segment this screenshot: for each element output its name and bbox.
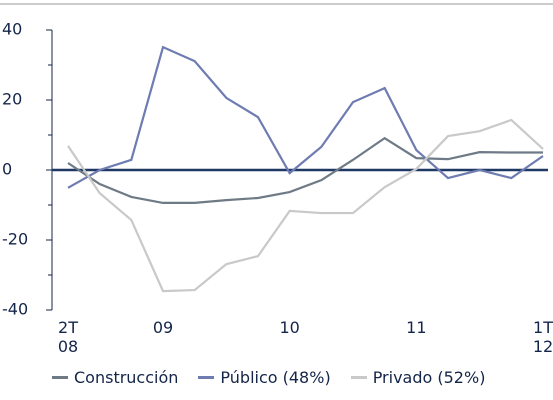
y-tick-label: 40: [2, 20, 22, 39]
y-tick-label: -20: [2, 230, 28, 249]
y-tick-label: 20: [2, 90, 22, 109]
y-tick-label: 0: [2, 160, 12, 179]
x-tick-label: 10: [279, 318, 300, 337]
legend-label: Público (48%): [220, 368, 331, 387]
legend-label: Construcción: [74, 368, 179, 387]
legend-item: Público (48%): [198, 368, 331, 387]
legend: Construcción Público (48%) Privado (52%): [52, 368, 485, 387]
x-tick-label: 11: [406, 318, 427, 337]
legend-swatch: [198, 376, 215, 379]
x-tick-label: 2T 08: [57, 318, 79, 356]
legend-swatch: [350, 376, 367, 379]
y-tick-label: -40: [2, 300, 28, 319]
legend-label: Privado (52%): [372, 368, 486, 387]
legend-swatch: [52, 376, 68, 379]
series-line: [67, 136, 543, 204]
legend-item: Construcción: [52, 368, 178, 387]
legend-item: Privado (52%): [350, 368, 486, 387]
x-tick-label: 09: [152, 318, 174, 337]
series-line: [67, 45, 544, 189]
x-tick-label: 1T 12: [532, 318, 553, 356]
series-line: [67, 118, 544, 293]
